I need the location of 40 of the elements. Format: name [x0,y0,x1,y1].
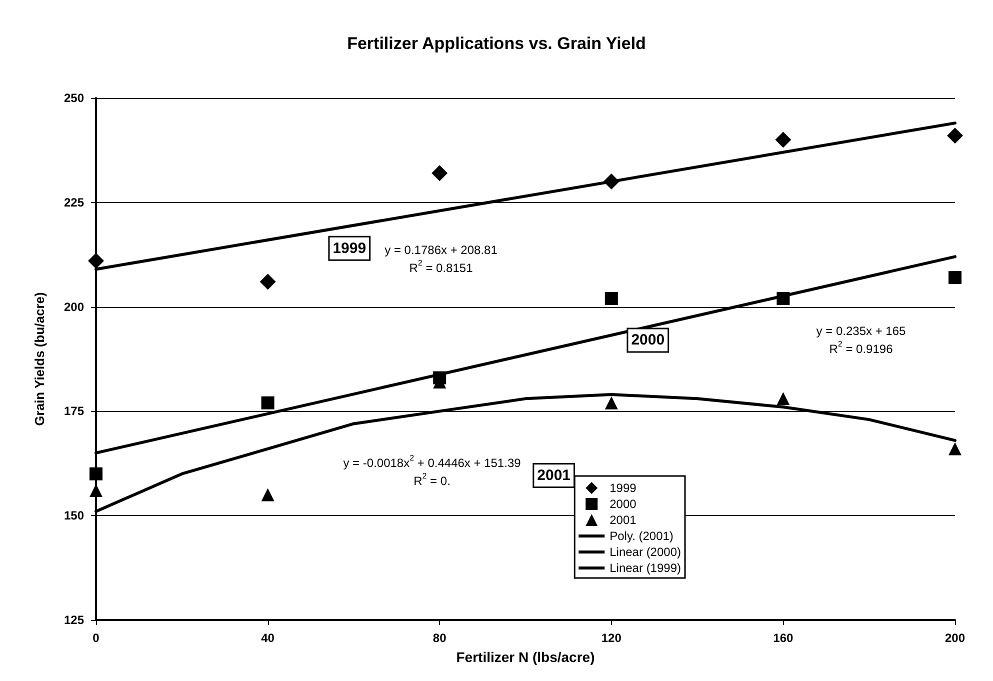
x-axis-title: Fertilizer N (lbs/acre) [456,649,595,665]
point [603,174,620,190]
point [88,252,104,269]
point [432,165,448,182]
point [90,467,102,480]
y-tick-label: 150 [64,508,84,523]
y-axis-title: Grain Yields (bu/acre) [32,292,47,426]
x-tick-label: 0 [92,631,100,645]
x-tick-label: 200 [944,631,966,645]
legend-label: Poly. (2001) [610,529,674,543]
point [261,488,274,502]
legend-label: 2001 [610,513,637,527]
legend-label: 2000 [610,497,637,511]
point [776,392,790,406]
legend-label: 1999 [610,481,637,495]
y-tick-label: 125 [64,613,84,627]
point [261,396,274,410]
y-tick-label: 175 [64,404,84,418]
x-tick-label: 80 [432,631,447,645]
point [775,132,792,148]
chart-title: Fertilizer Applications vs. Grain Yield [347,34,646,53]
y-tick-label: 250 [64,91,84,105]
point [776,292,790,305]
legend-label: Linear (2000) [610,545,682,559]
point [948,442,962,456]
legend-label: Linear (1999) [610,561,682,575]
x-tick-label: 40 [261,631,275,645]
annotation: 1999 [332,240,366,257]
point [948,271,962,284]
annotation: 2000 [631,332,665,349]
point [604,396,618,410]
point [604,292,618,305]
point [260,274,276,290]
y-tick-label: 225 [64,195,84,210]
point [947,128,963,144]
point [90,484,102,498]
y-tick-label: 200 [64,300,84,314]
x-tick-label: 120 [601,631,622,645]
annotation: 2001 [537,467,571,484]
x-tick-label: 160 [773,631,794,645]
